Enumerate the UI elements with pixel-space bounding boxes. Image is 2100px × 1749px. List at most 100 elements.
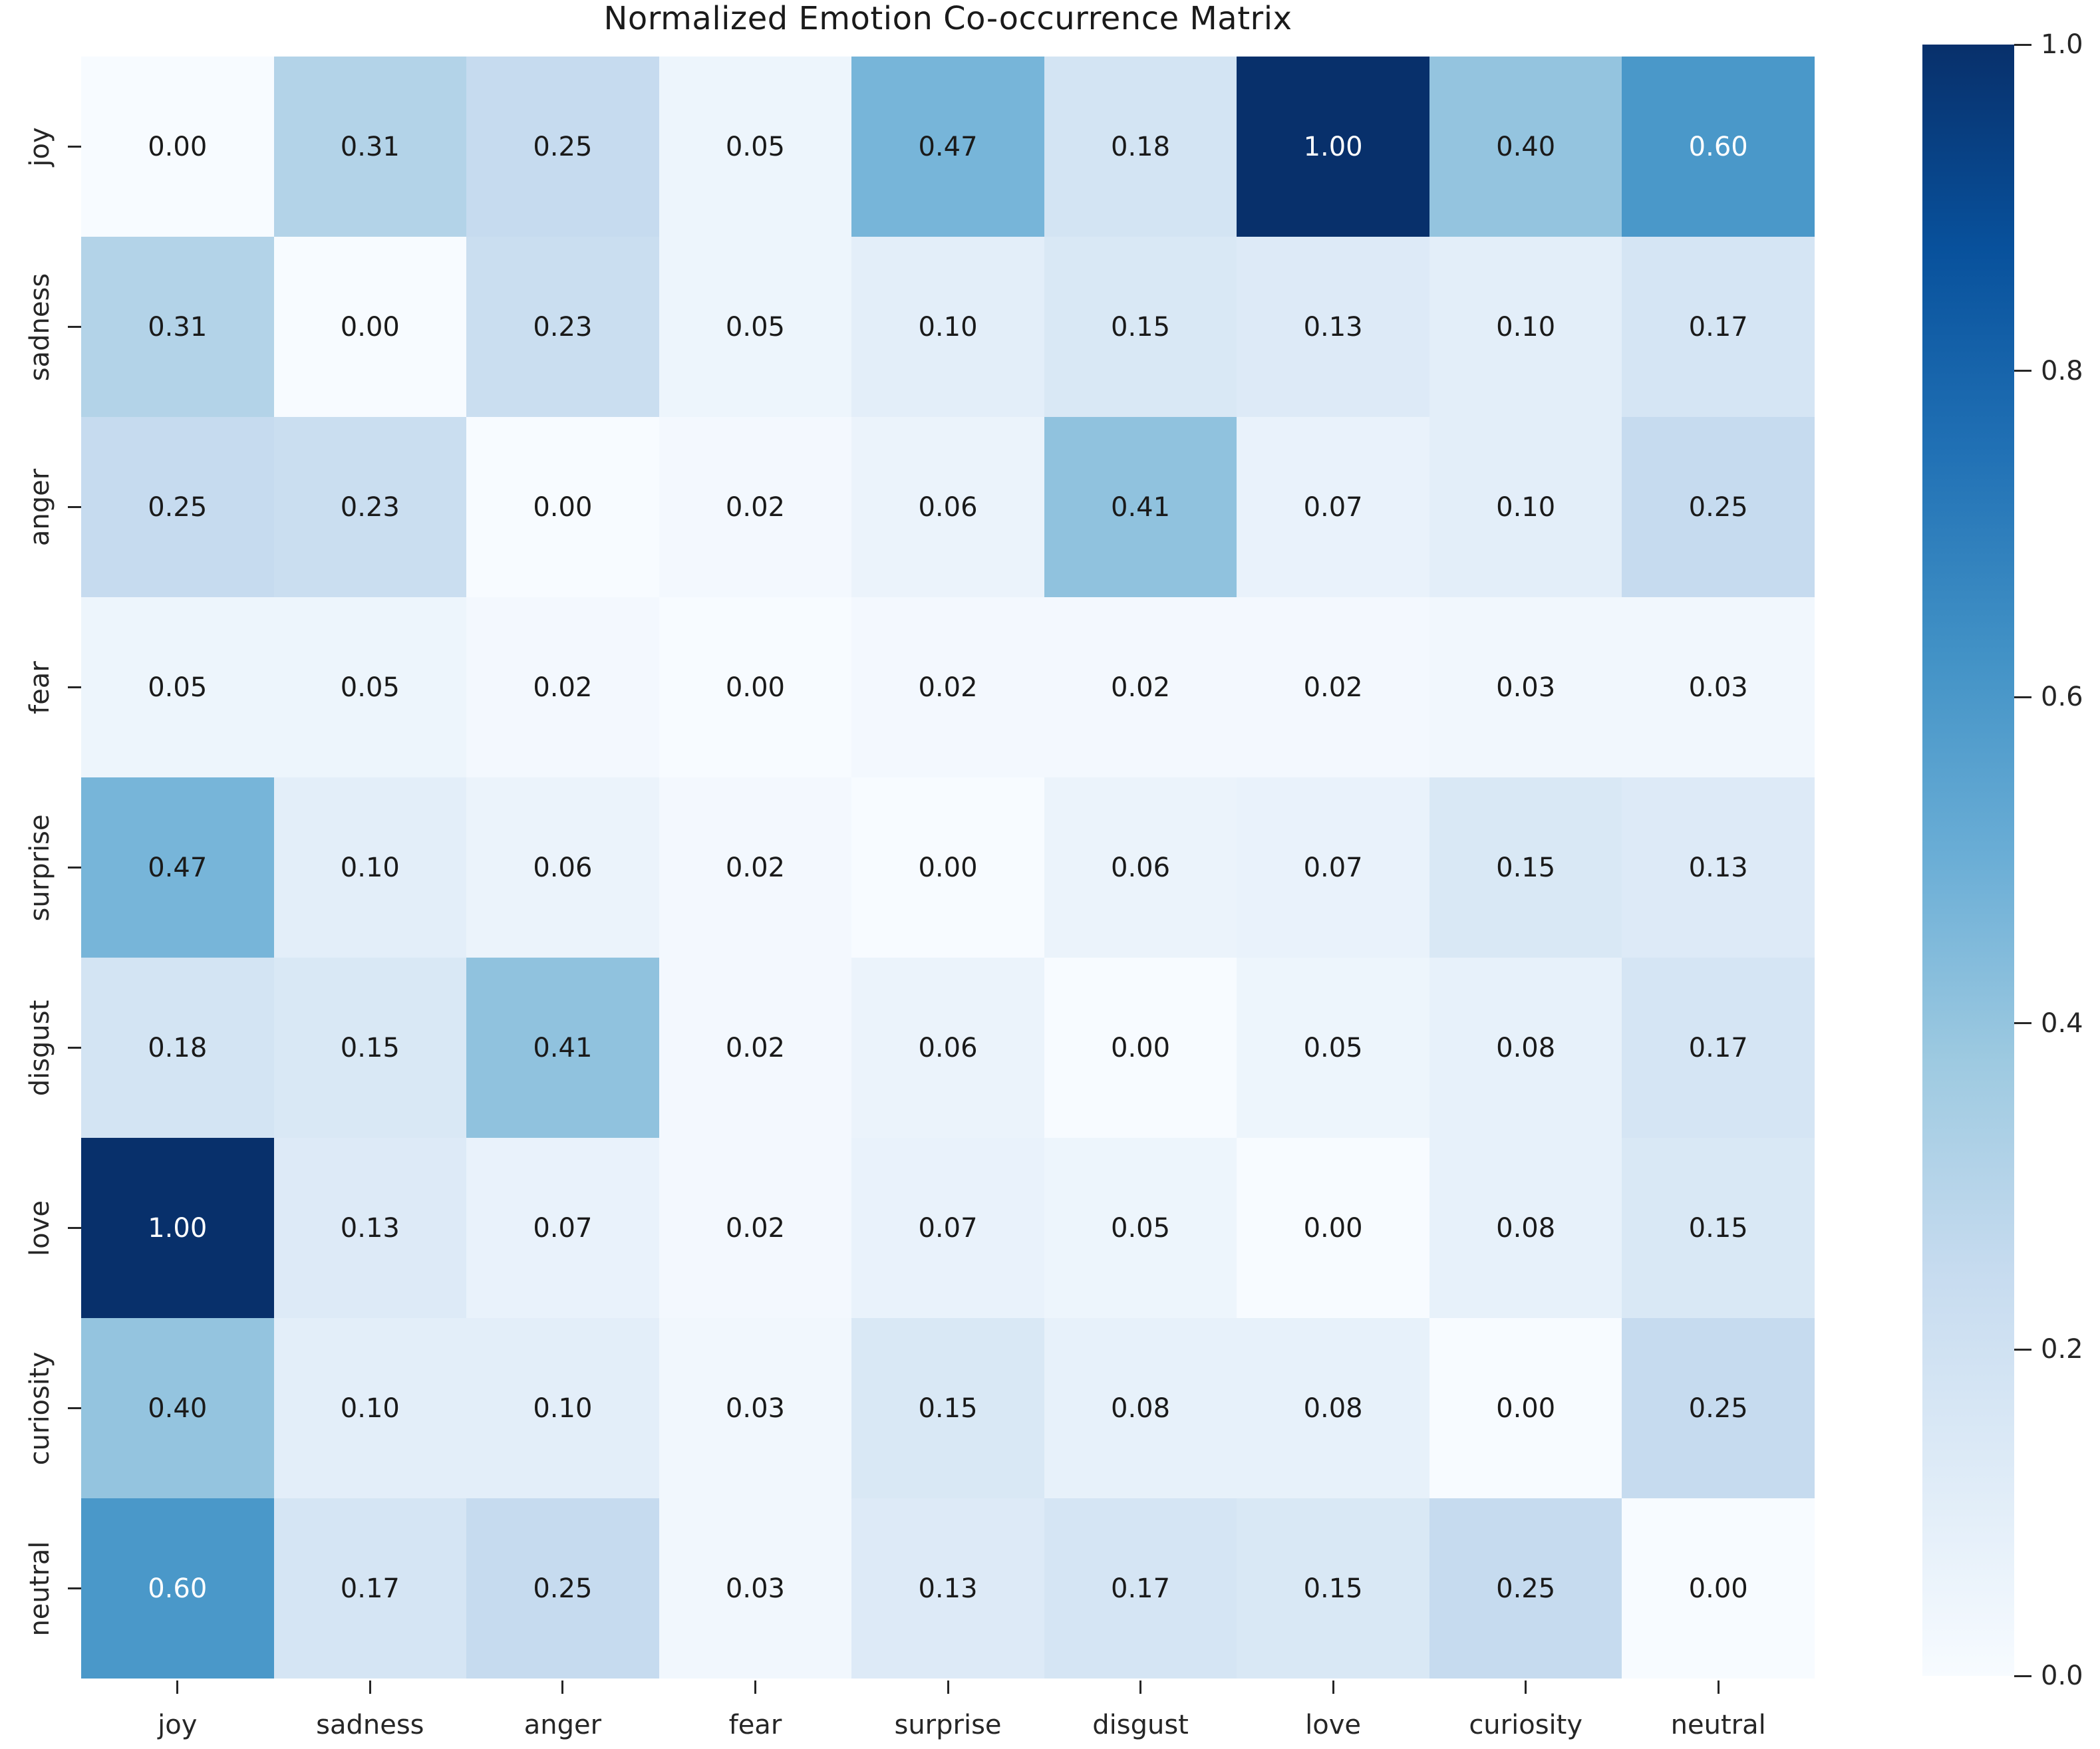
heatmap-cell-curiosity-joy: 0.40 bbox=[81, 1318, 274, 1498]
x-tick-mark bbox=[1717, 1681, 1720, 1694]
heatmap-cell-joy-joy: 0.00 bbox=[81, 57, 274, 237]
heatmap-cell-fear-disgust: 0.02 bbox=[1044, 597, 1237, 777]
colorbar-tick-mark bbox=[2014, 1348, 2031, 1351]
heatmap-cell-love-surprise: 0.07 bbox=[851, 1138, 1044, 1318]
y-tick-label-anger: anger bbox=[25, 468, 55, 546]
y-tick-label-sadness: sadness bbox=[25, 273, 55, 381]
chart-title: Normalized Emotion Co-occurrence Matrix bbox=[603, 0, 1292, 37]
heatmap-cell-love-curiosity: 0.08 bbox=[1429, 1138, 1622, 1318]
y-tick-label-surprise: surprise bbox=[25, 813, 55, 922]
heatmap-cell-surprise-surprise: 0.00 bbox=[851, 777, 1044, 958]
heatmap-cell-surprise-curiosity: 0.15 bbox=[1429, 777, 1622, 958]
x-tick-label-love: love bbox=[1305, 1710, 1362, 1740]
heatmap-cell-surprise-anger: 0.06 bbox=[466, 777, 659, 958]
y-tick-mark bbox=[68, 686, 81, 688]
y-tick-label-joy: joy bbox=[25, 126, 55, 167]
x-tick-mark bbox=[369, 1681, 371, 1694]
colorbar-tick-mark bbox=[2014, 1022, 2031, 1025]
heatmap-cell-sadness-curiosity: 0.10 bbox=[1429, 237, 1622, 417]
heatmap-cell-curiosity-anger: 0.10 bbox=[466, 1318, 659, 1498]
heatmap-cell-neutral-fear: 0.03 bbox=[659, 1498, 852, 1679]
heatmap-cell-disgust-curiosity: 0.08 bbox=[1429, 958, 1622, 1138]
heatmap-cell-surprise-fear: 0.02 bbox=[659, 777, 852, 958]
colorbar-tick-label-0.4: 0.4 bbox=[2041, 1008, 2083, 1039]
y-tick-mark bbox=[68, 326, 81, 328]
heatmap-cell-anger-curiosity: 0.10 bbox=[1429, 417, 1622, 597]
heatmap-cell-fear-sadness: 0.05 bbox=[273, 597, 467, 777]
x-tick-mark bbox=[947, 1681, 949, 1694]
heatmap-cell-curiosity-sadness: 0.10 bbox=[273, 1318, 467, 1498]
heatmap-cell-joy-fear: 0.05 bbox=[659, 57, 852, 237]
x-tick-label-neutral: neutral bbox=[1670, 1710, 1766, 1740]
heatmap-cell-curiosity-disgust: 0.08 bbox=[1044, 1318, 1237, 1498]
heatmap-cell-fear-joy: 0.05 bbox=[81, 597, 274, 777]
colorbar-tick-label-0.0: 0.0 bbox=[2041, 1661, 2083, 1691]
heatmap-cell-anger-disgust: 0.41 bbox=[1044, 417, 1237, 597]
heatmap-cell-disgust-anger: 0.41 bbox=[466, 958, 659, 1138]
heatmap-cell-joy-love: 1.00 bbox=[1237, 57, 1429, 237]
colorbar-gradient bbox=[1922, 45, 2014, 1676]
heatmap-cell-love-love: 0.00 bbox=[1237, 1138, 1429, 1318]
heatmap-cell-neutral-neutral: 0.00 bbox=[1622, 1498, 1815, 1679]
heatmap-cell-disgust-love: 0.05 bbox=[1237, 958, 1429, 1138]
heatmap-cell-anger-anger: 0.00 bbox=[466, 417, 659, 597]
heatmap-cell-surprise-sadness: 0.10 bbox=[273, 777, 467, 958]
heatmap-cell-neutral-curiosity: 0.25 bbox=[1429, 1498, 1622, 1679]
heatmap-cell-love-sadness: 0.13 bbox=[273, 1138, 467, 1318]
heatmap-cell-neutral-joy: 0.60 bbox=[81, 1498, 274, 1679]
colorbar-tick-label-0.6: 0.6 bbox=[2041, 682, 2083, 713]
heatmap-cell-anger-surprise: 0.06 bbox=[851, 417, 1044, 597]
y-tick-mark bbox=[68, 1047, 81, 1049]
heatmap-cell-neutral-sadness: 0.17 bbox=[273, 1498, 467, 1679]
x-tick-mark bbox=[1139, 1681, 1142, 1694]
colorbar-tick-mark bbox=[2014, 696, 2031, 698]
colorbar-tick-label-1.0: 1.0 bbox=[2041, 29, 2083, 60]
heatmap-cell-sadness-joy: 0.31 bbox=[81, 237, 274, 417]
heatmap-cell-anger-neutral: 0.25 bbox=[1622, 417, 1815, 597]
heatmap-cell-disgust-neutral: 0.17 bbox=[1622, 958, 1815, 1138]
heatmap-cell-sadness-love: 0.13 bbox=[1237, 237, 1429, 417]
heatmap-cell-joy-disgust: 0.18 bbox=[1044, 57, 1237, 237]
heatmap-cell-curiosity-curiosity: 0.00 bbox=[1429, 1318, 1622, 1498]
heatmap-cell-curiosity-surprise: 0.15 bbox=[851, 1318, 1044, 1498]
heatmap-cell-curiosity-fear: 0.03 bbox=[659, 1318, 852, 1498]
y-tick-mark bbox=[68, 1587, 81, 1589]
heatmap-cell-love-joy: 1.00 bbox=[81, 1138, 274, 1318]
heatmap-cell-sadness-surprise: 0.10 bbox=[851, 237, 1044, 417]
x-tick-mark bbox=[176, 1681, 179, 1694]
x-tick-mark bbox=[754, 1681, 756, 1694]
heatmap-cell-love-disgust: 0.05 bbox=[1044, 1138, 1237, 1318]
heatmap-cell-curiosity-love: 0.08 bbox=[1237, 1318, 1429, 1498]
heatmap-cell-curiosity-neutral: 0.25 bbox=[1622, 1318, 1815, 1498]
heatmap-cell-neutral-surprise: 0.13 bbox=[851, 1498, 1044, 1679]
heatmap-cell-disgust-fear: 0.02 bbox=[659, 958, 852, 1138]
y-tick-mark bbox=[68, 146, 81, 148]
y-tick-mark bbox=[68, 867, 81, 869]
heatmap-cell-fear-fear: 0.00 bbox=[659, 597, 852, 777]
x-tick-mark bbox=[561, 1681, 564, 1694]
heatmap-cell-joy-anger: 0.25 bbox=[466, 57, 659, 237]
y-tick-mark bbox=[68, 1227, 81, 1229]
heatmap-cell-disgust-disgust: 0.00 bbox=[1044, 958, 1237, 1138]
x-tick-label-joy: joy bbox=[158, 1710, 198, 1740]
heatmap-cell-surprise-love: 0.07 bbox=[1237, 777, 1429, 958]
heatmap-matrix: 0.00 0.31 0.25 0.05 0.47 0.18 1.00 0.40 0.60 0.31… bbox=[81, 57, 1815, 1679]
heatmap-cell-disgust-joy: 0.18 bbox=[81, 958, 274, 1138]
colorbar-tick-label-0.8: 0.8 bbox=[2041, 355, 2083, 386]
heatmap-cell-joy-curiosity: 0.40 bbox=[1429, 57, 1622, 237]
y-tick-label-love: love bbox=[25, 1200, 55, 1256]
y-tick-label-curiosity: curiosity bbox=[25, 1351, 55, 1465]
colorbar-tick-mark bbox=[2014, 1675, 2031, 1677]
heatmap-cell-love-neutral: 0.15 bbox=[1622, 1138, 1815, 1318]
heatmap-cell-anger-love: 0.07 bbox=[1237, 417, 1429, 597]
x-tick-label-anger: anger bbox=[524, 1710, 602, 1740]
heatmap-cell-surprise-neutral: 0.13 bbox=[1622, 777, 1815, 958]
heatmap-cell-fear-neutral: 0.03 bbox=[1622, 597, 1815, 777]
heatmap-cell-sadness-fear: 0.05 bbox=[659, 237, 852, 417]
heatmap-cell-surprise-disgust: 0.06 bbox=[1044, 777, 1237, 958]
x-tick-label-surprise: surprise bbox=[894, 1710, 1002, 1740]
heatmap-cell-sadness-anger: 0.23 bbox=[466, 237, 659, 417]
colorbar-tick-label-0.2: 0.2 bbox=[2041, 1334, 2083, 1365]
heatmap-cell-disgust-surprise: 0.06 bbox=[851, 958, 1044, 1138]
